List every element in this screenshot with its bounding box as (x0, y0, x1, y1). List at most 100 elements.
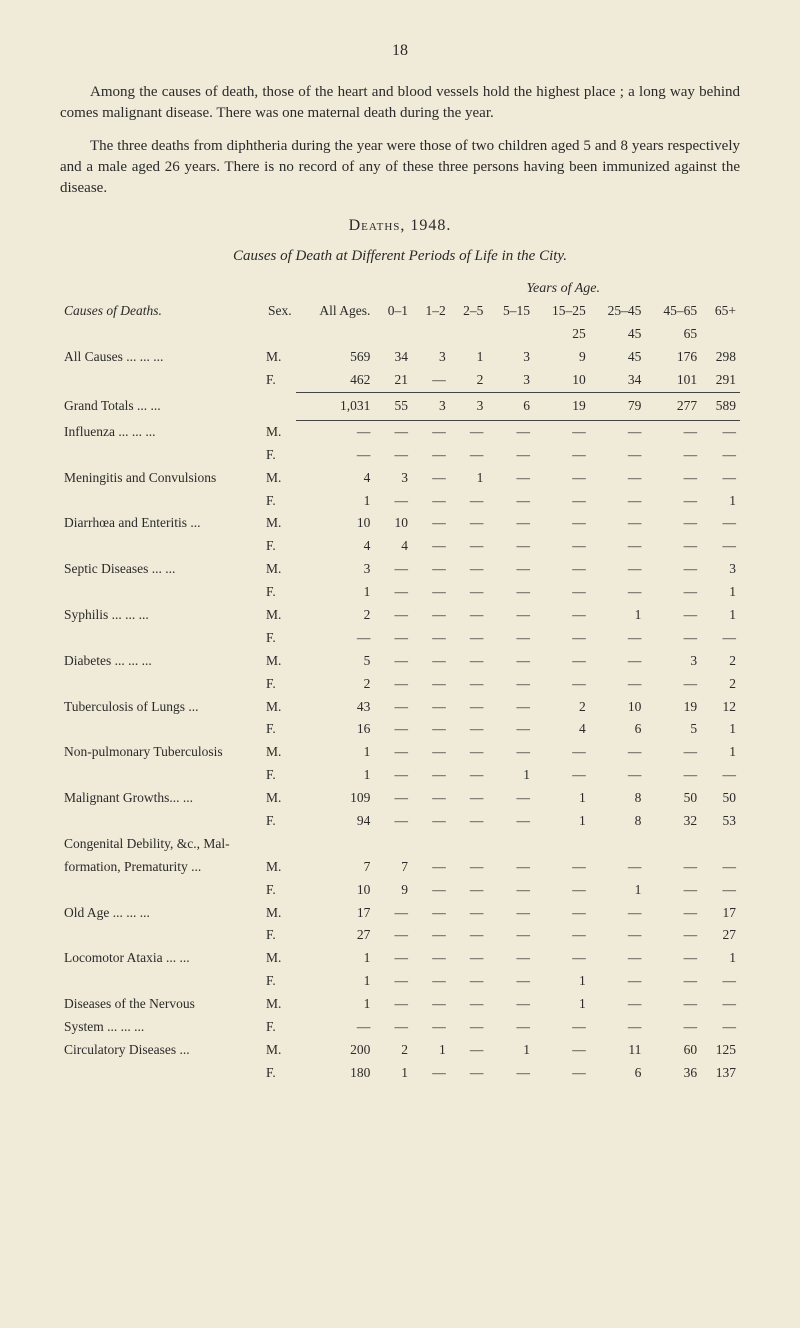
value-cell: — (450, 558, 488, 581)
value-cell: — (701, 970, 740, 993)
sex-cell: F. (264, 535, 296, 558)
value-cell: 1 (701, 581, 740, 604)
value-cell: — (450, 924, 488, 947)
value-cell: — (645, 581, 701, 604)
value-cell: 32 (645, 810, 701, 833)
all-ages-cell: 1 (296, 993, 375, 1016)
value-cell: — (590, 970, 646, 993)
cause-cell: Grand Totals ... ... (60, 392, 264, 420)
cause-cell: Circulatory Diseases ... (60, 1039, 264, 1062)
value-cell: — (534, 535, 590, 558)
cause-cell (60, 627, 264, 650)
value-cell: — (412, 993, 450, 1016)
table-row: F.109————1—— (60, 879, 740, 902)
table-title: Causes of Death at Different Periods of … (60, 246, 740, 267)
value-cell: — (450, 512, 488, 535)
value-cell: — (701, 993, 740, 1016)
value-cell: — (701, 535, 740, 558)
paragraph-2: The three deaths from diphtheria during … (60, 136, 740, 199)
value-cell: 7 (374, 856, 412, 879)
value-cell: — (534, 902, 590, 925)
value-cell: — (374, 741, 412, 764)
value-cell: — (450, 902, 488, 925)
value-cell: 3 (645, 650, 701, 673)
value-cell: — (645, 444, 701, 467)
value-cell: 6 (590, 718, 646, 741)
cause-cell: Meningitis and Convulsions (60, 467, 264, 490)
value-cell: — (701, 512, 740, 535)
table-subheader-row: 25 45 65 (60, 323, 740, 346)
value-cell: — (590, 512, 646, 535)
value-cell: 17 (701, 902, 740, 925)
all-ages-cell: 2 (296, 604, 375, 627)
value-cell: — (534, 581, 590, 604)
table-row: Congenital Debility, &c., Mal- (60, 833, 740, 856)
value-cell: — (412, 764, 450, 787)
value-cell: 10 (534, 369, 590, 392)
years-of-age-label: Years of Age. (60, 279, 740, 299)
value-cell: 55 (374, 392, 412, 420)
value-cell: — (450, 970, 488, 993)
value-cell: — (450, 627, 488, 650)
table-row: System ... ... ...F.————————— (60, 1016, 740, 1039)
sex-cell: M. (264, 420, 296, 443)
table-row: Influenza ... ... ...M.————————— (60, 420, 740, 443)
value-cell: 19 (645, 696, 701, 719)
value-cell: 1 (701, 604, 740, 627)
value-cell: — (412, 810, 450, 833)
table-row: F.16————4651 (60, 718, 740, 741)
cause-cell: Non-pulmonary Tuberculosis (60, 741, 264, 764)
cause-cell: Influenza ... ... ... (60, 420, 264, 443)
value-cell: 5 (645, 718, 701, 741)
value-cell: 1 (487, 1039, 534, 1062)
value-cell: — (645, 535, 701, 558)
table-row: F.1———————1 (60, 490, 740, 513)
all-ages-cell: 16 (296, 718, 375, 741)
value-cell: 36 (645, 1062, 701, 1085)
value-cell: 101 (645, 369, 701, 392)
value-cell: — (374, 490, 412, 513)
value-cell: — (534, 947, 590, 970)
table-row: F.1————1——— (60, 970, 740, 993)
value-cell: — (701, 879, 740, 902)
all-ages-cell: 10 (296, 512, 375, 535)
sex-cell: M. (264, 947, 296, 970)
value-cell: — (645, 879, 701, 902)
value-cell: — (487, 810, 534, 833)
value-cell: 1 (534, 810, 590, 833)
value-cell: — (487, 558, 534, 581)
all-ages-cell: 3 (296, 558, 375, 581)
all-ages-cell: 2 (296, 673, 375, 696)
value-cell: — (487, 420, 534, 443)
table-row: Grand Totals ... ...1,031553361979277589 (60, 392, 740, 420)
value-cell: — (487, 879, 534, 902)
value-cell: — (412, 467, 450, 490)
all-ages-cell: — (296, 420, 375, 443)
all-ages-cell: 180 (296, 1062, 375, 1085)
cause-cell: Diarrhœa and Enteritis ... (60, 512, 264, 535)
value-cell: — (645, 673, 701, 696)
sex-cell: F. (264, 1016, 296, 1039)
value-cell (645, 833, 701, 856)
value-cell: — (412, 627, 450, 650)
value-cell: — (590, 650, 646, 673)
table-row: Old Age ... ... ...M.17———————17 (60, 902, 740, 925)
sex-cell: F. (264, 490, 296, 513)
value-cell: — (487, 947, 534, 970)
value-cell: — (412, 581, 450, 604)
cause-cell (60, 764, 264, 787)
all-ages-cell: 4 (296, 467, 375, 490)
value-cell: — (534, 879, 590, 902)
all-ages-cell: 1 (296, 947, 375, 970)
value-cell: 1 (590, 604, 646, 627)
value-cell: — (590, 558, 646, 581)
value-cell: 50 (645, 787, 701, 810)
all-ages-cell: 17 (296, 902, 375, 925)
value-cell: — (374, 970, 412, 993)
table-row: Septic Diseases ... ...M.3———————3 (60, 558, 740, 581)
cause-cell: Old Age ... ... ... (60, 902, 264, 925)
value-cell: — (450, 856, 488, 879)
table-row: Meningitis and ConvulsionsM.43—1————— (60, 467, 740, 490)
value-cell: — (374, 604, 412, 627)
sex-cell: F. (264, 970, 296, 993)
